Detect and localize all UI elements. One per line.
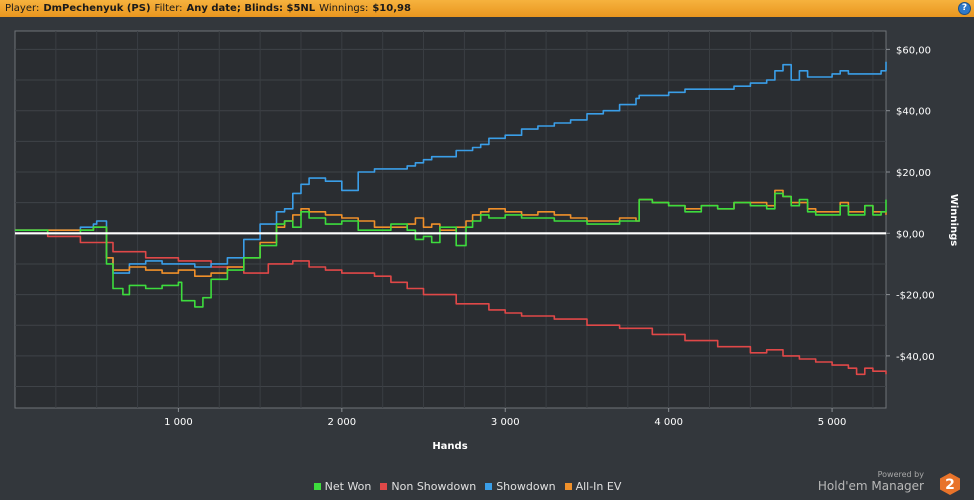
powered-by-text: Powered by — [877, 470, 924, 479]
legend-swatch — [564, 483, 572, 490]
legend-item-all-in-ev[interactable]: All-In EV — [564, 480, 622, 493]
filter-value: Any date; Blinds: $5NL — [186, 3, 316, 14]
header-bar: Player: DmPechenyuk (PS) Filter: Any dat… — [0, 0, 974, 17]
legend-label: Net Won — [324, 480, 372, 493]
legend-item-net-won[interactable]: Net Won — [313, 480, 372, 493]
y-tick-label: $20,00 — [896, 168, 931, 179]
branding: Powered by Hold'em Manager 2 — [818, 470, 962, 496]
chart-legend: Net Won Non Showdown Showdown All-In EV — [0, 480, 935, 493]
x-tick-label: 5 000 — [818, 417, 847, 428]
y-tick-label: $60,00 — [896, 45, 931, 56]
player-label: Player: — [5, 3, 40, 14]
brand-name: Hold'em Manager — [817, 479, 924, 493]
series-line-all-in-ev — [15, 189, 887, 277]
y-tick-label: $0,00 — [896, 229, 925, 240]
help-icon[interactable]: ? — [958, 2, 971, 15]
x-tick-label: 3 000 — [491, 417, 520, 428]
legend-item-showdown[interactable]: Showdown — [485, 480, 556, 493]
legend-label: Non Showdown — [391, 480, 477, 493]
series-layer — [15, 61, 887, 376]
y-axis-title: Winnings — [948, 194, 959, 246]
legend-label: All-In EV — [575, 480, 622, 493]
logo-text: 2 — [945, 477, 955, 493]
winnings-label: Winnings: — [319, 3, 369, 14]
x-tick-label: 4 000 — [654, 417, 683, 428]
player-value: DmPechenyuk (PS) — [43, 3, 151, 14]
filter-label: Filter: — [154, 3, 183, 14]
winnings-value: $10,98 — [372, 3, 411, 14]
y-tick-label: -$40,00 — [896, 352, 935, 363]
legend-item-non-showdown[interactable]: Non Showdown — [380, 480, 476, 493]
x-tick-label: 1 000 — [164, 417, 193, 428]
series-line-net-won — [15, 192, 887, 308]
legend-swatch — [485, 483, 493, 490]
legend-swatch — [380, 483, 388, 490]
axis-layer: $60,00 $40,00 $20,00 $0,00 -$20,00 -$40,00 1 0… — [164, 45, 935, 428]
y-tick-label: -$20,00 — [896, 291, 935, 302]
legend-swatch — [313, 483, 321, 490]
x-tick-label: 2 000 — [328, 417, 357, 428]
y-tick-label: $40,00 — [896, 107, 931, 118]
series-line-showdown — [15, 61, 887, 274]
plot-area — [14, 30, 887, 409]
holdem-manager-logo-icon: 2 — [940, 473, 960, 495]
x-axis-title: Hands — [432, 441, 467, 452]
legend-label: Showdown — [496, 480, 556, 493]
